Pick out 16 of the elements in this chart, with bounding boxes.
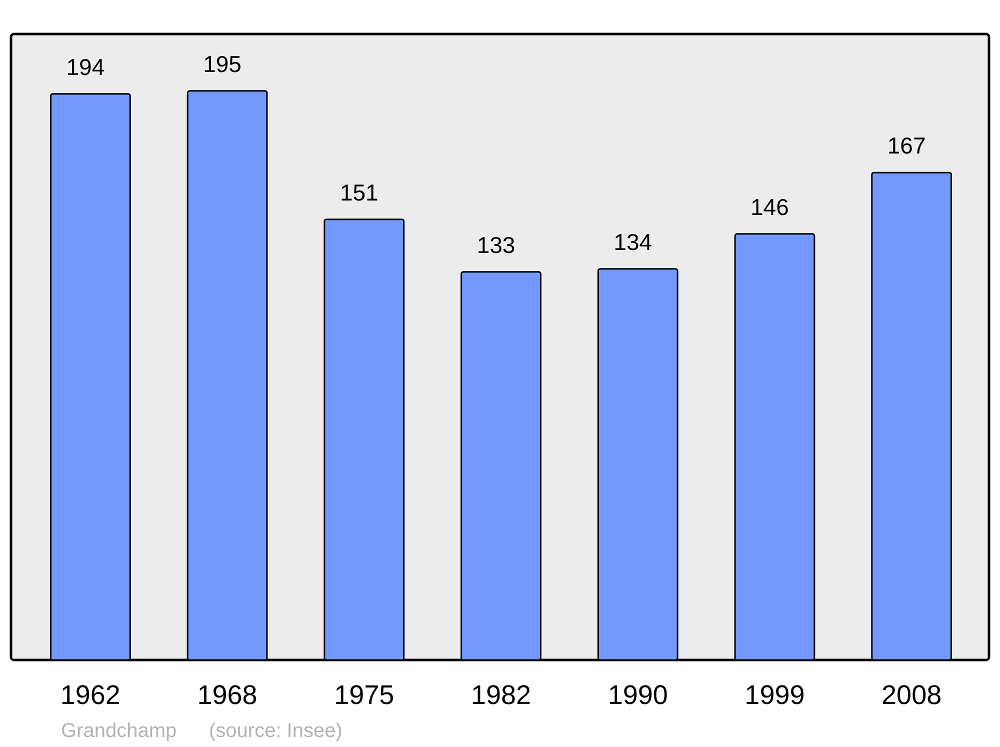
x-tick-label: 2008 bbox=[882, 680, 942, 710]
x-tick-label: 1962 bbox=[60, 680, 120, 710]
data-label: 167 bbox=[887, 132, 926, 159]
text: Grandchamp bbox=[61, 720, 177, 742]
data-label: 194 bbox=[66, 54, 105, 80]
data-label: 134 bbox=[614, 228, 652, 255]
data-label: 133 bbox=[476, 232, 516, 258]
data-label: 146 bbox=[750, 194, 789, 220]
data-label: 195 bbox=[203, 50, 242, 77]
x-tick-label: 1968 bbox=[197, 680, 258, 710]
text: (source: Insee) bbox=[209, 720, 342, 742]
x-tick-label: 1990 bbox=[608, 680, 668, 710]
x-tick-label: 1982 bbox=[470, 680, 532, 710]
x-tick-label: 1975 bbox=[334, 680, 394, 710]
data-label: 151 bbox=[340, 179, 378, 206]
x-tick-label: 1999 bbox=[744, 680, 805, 710]
